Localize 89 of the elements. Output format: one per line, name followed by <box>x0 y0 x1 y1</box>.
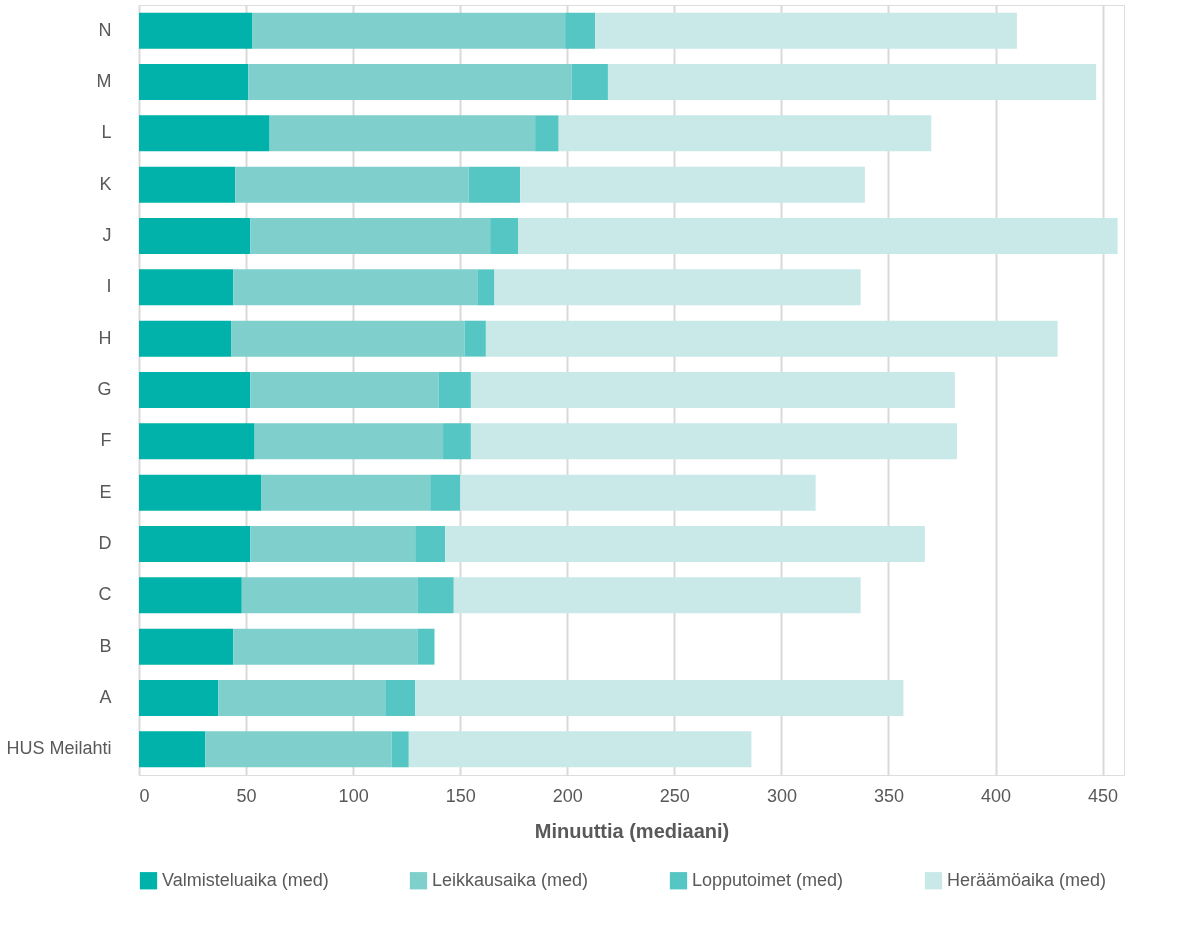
x-tick-label: 350 <box>873 785 904 806</box>
bar <box>438 372 471 408</box>
bar <box>139 474 262 511</box>
bar <box>417 628 435 665</box>
bar <box>558 115 932 152</box>
bar <box>443 423 471 460</box>
legend-label: Lopputoimet (med) <box>692 869 844 890</box>
bar <box>139 12 253 49</box>
x-axis-title: Minuuttia (mediaani) <box>534 819 730 842</box>
bar <box>485 320 1058 357</box>
bar <box>233 269 478 306</box>
bar <box>139 269 234 306</box>
bar <box>139 372 251 408</box>
y-tick-label: J <box>102 225 112 245</box>
bar <box>139 628 234 665</box>
x-tick-label: 200 <box>552 785 583 806</box>
y-tick-label: N <box>98 19 112 40</box>
bar <box>385 680 416 716</box>
bar <box>205 731 392 768</box>
x-tick-label: 100 <box>338 785 369 806</box>
y-tick-label: B <box>99 635 112 656</box>
bar <box>607 64 1097 100</box>
y-tick-label: F <box>100 430 112 451</box>
legend-label: Valmisteluaika (med) <box>162 869 329 890</box>
y-tick-label: L <box>101 122 112 143</box>
bar <box>494 269 861 306</box>
bar <box>139 526 251 562</box>
bar <box>445 526 925 562</box>
bar <box>518 218 1118 254</box>
bar <box>571 64 608 100</box>
y-tick-label: A <box>99 687 112 707</box>
x-tick-label: 250 <box>659 785 690 806</box>
bar <box>139 731 206 768</box>
y-tick-label: K <box>99 173 112 194</box>
bar <box>139 423 255 460</box>
x-tick-label: 300 <box>766 785 797 806</box>
bar <box>252 12 566 49</box>
bar <box>250 526 416 562</box>
bar <box>139 577 242 614</box>
bar <box>408 731 752 768</box>
bar <box>250 218 491 254</box>
bar <box>139 115 270 152</box>
bar <box>233 628 418 665</box>
bar <box>477 269 495 306</box>
bar <box>595 12 1017 49</box>
bar <box>241 577 418 614</box>
bar <box>468 166 521 203</box>
bar <box>535 115 559 152</box>
bar <box>430 474 461 511</box>
legend-label: Heräämöaika (med) <box>947 869 1107 890</box>
y-tick-label: M <box>96 71 112 91</box>
x-tick-label: 0 <box>139 785 150 806</box>
bar <box>460 474 816 511</box>
bar <box>231 320 465 357</box>
y-tick-label: HUS Meilahti <box>6 738 112 759</box>
y-tick-label: C <box>98 584 112 605</box>
bar <box>248 64 572 100</box>
x-tick-label: 50 <box>236 785 257 806</box>
bar <box>139 320 232 357</box>
bar <box>391 731 409 768</box>
x-tick-label: 450 <box>1088 785 1119 806</box>
x-tick-label: 400 <box>981 785 1012 806</box>
bar <box>470 372 955 408</box>
bar <box>415 680 904 716</box>
bar <box>417 577 454 614</box>
bar <box>269 115 536 152</box>
y-tick-label: H <box>98 327 112 348</box>
bar <box>453 577 861 614</box>
bar <box>464 320 486 357</box>
bar <box>415 526 446 562</box>
bar <box>139 218 251 254</box>
y-tick-label: I <box>106 276 112 297</box>
bar <box>520 166 865 203</box>
bar <box>139 680 219 716</box>
bar <box>250 372 439 408</box>
bar <box>235 166 469 203</box>
x-tick-label: 150 <box>445 785 476 806</box>
bar <box>218 680 386 716</box>
bar <box>490 218 519 254</box>
y-tick-label: E <box>99 481 112 502</box>
bar <box>565 12 596 49</box>
bar <box>139 166 236 203</box>
y-tick-label: G <box>97 379 112 399</box>
bar <box>139 64 249 100</box>
bar <box>470 423 957 460</box>
bar <box>254 423 444 460</box>
bar <box>261 474 431 511</box>
legend-label: Leikkausaika (med) <box>432 869 589 890</box>
y-tick-label: D <box>98 533 112 553</box>
